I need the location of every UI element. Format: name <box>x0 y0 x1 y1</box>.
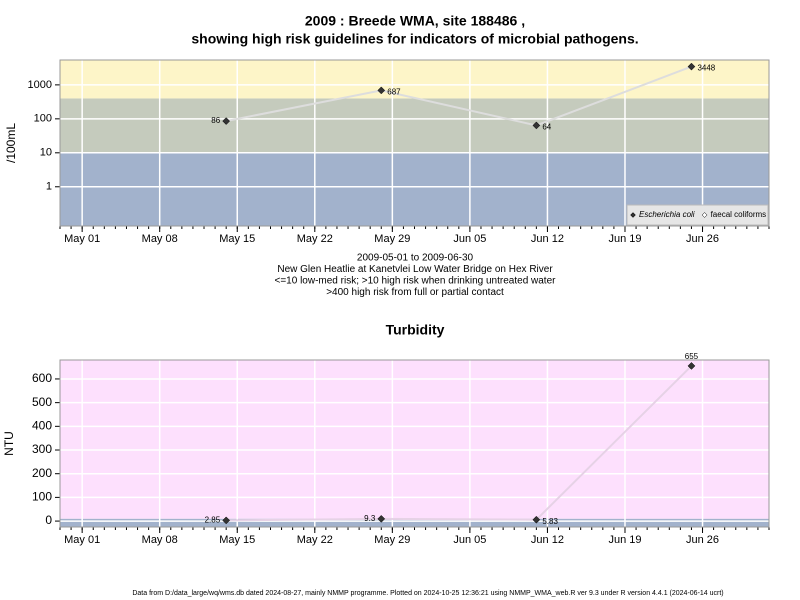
data-label: 9.3 <box>364 514 376 523</box>
note: 2009-05-01 to 2009-06-30 <box>357 253 474 264</box>
note: New Glen Heatlie at Kanetvlei Low Water … <box>277 264 553 275</box>
chart-title: Turbidity <box>386 322 445 338</box>
x-tick-label: Jun 12 <box>531 233 564 245</box>
legend-marker <box>701 212 708 218</box>
y-tick-label: 0 <box>45 513 52 527</box>
x-tick-label: Jun 12 <box>531 534 564 546</box>
legend-marker <box>630 212 636 218</box>
x-tick-label: May 22 <box>297 534 333 546</box>
x-tick-label: May 01 <box>64 534 100 546</box>
y-tick-label: 400 <box>32 418 52 432</box>
data-label: 3448 <box>697 64 715 73</box>
x-tick-label: May 15 <box>219 233 255 245</box>
y-tick-label: 600 <box>32 371 52 385</box>
point <box>532 515 541 524</box>
series-line <box>225 65 692 127</box>
risk-band <box>60 518 769 527</box>
point <box>377 86 386 95</box>
data-label: 86 <box>211 116 220 125</box>
y-tick-label: 500 <box>32 395 52 409</box>
y-axis-label: /100mL <box>4 123 18 163</box>
y-tick-label: 300 <box>32 442 52 456</box>
y-tick-label: 100 <box>32 490 52 504</box>
risk-band <box>60 98 769 153</box>
x-tick-label: May 01 <box>64 233 100 245</box>
series-line <box>226 365 693 522</box>
point <box>377 515 386 523</box>
x-tick-label: May 15 <box>219 534 255 546</box>
point <box>532 121 541 130</box>
data-label: 687 <box>387 88 401 97</box>
point <box>687 62 696 71</box>
data-label: 5.83 <box>542 517 558 526</box>
plot-frame <box>59 359 770 528</box>
y-tick-label: 10 <box>40 147 52 159</box>
note: <=10 low-med risk; >10 high risk when dr… <box>275 276 557 287</box>
legend-box <box>626 204 769 226</box>
x-tick-label: May 29 <box>374 233 410 245</box>
risk-band <box>60 360 769 519</box>
footer: Data from D:/data_large/wq/wms.db dated … <box>132 590 723 597</box>
x-tick-label: Jun 26 <box>686 233 719 245</box>
data-label: 2.85 <box>205 516 221 525</box>
point <box>222 516 231 525</box>
x-tick-label: Jun 19 <box>608 534 641 546</box>
data-label: 655 <box>685 352 699 361</box>
y-axis-label: NTU <box>2 431 16 456</box>
point <box>687 362 696 370</box>
point <box>222 117 231 125</box>
note: >400 high risk from full or partial cont… <box>326 287 504 298</box>
x-tick-label: Jun 26 <box>686 534 719 546</box>
x-tick-label: May 29 <box>374 534 410 546</box>
x-tick-label: May 08 <box>142 534 178 546</box>
risk-band <box>60 60 769 99</box>
plot-frame <box>59 59 770 227</box>
y-tick-label: 1 <box>46 181 52 193</box>
x-tick-label: Jun 05 <box>453 534 486 546</box>
legend-label: faecal coliforms <box>711 210 767 219</box>
x-tick-label: Jun 19 <box>608 233 641 245</box>
y-tick-label: 100 <box>34 113 52 125</box>
x-tick-label: May 08 <box>142 233 178 245</box>
x-tick-label: Jun 05 <box>453 233 486 245</box>
chart-title: showing high risk guidelines for indicat… <box>191 31 638 47</box>
y-tick-label: 1000 <box>28 79 52 91</box>
data-label: 64 <box>542 123 551 132</box>
x-tick-label: May 22 <box>297 233 333 245</box>
legend-label: Escherichia coli <box>639 210 695 219</box>
chart-title: 2009 : Breede WMA, site 188486 , <box>305 13 525 29</box>
y-tick-label: 200 <box>32 466 52 480</box>
